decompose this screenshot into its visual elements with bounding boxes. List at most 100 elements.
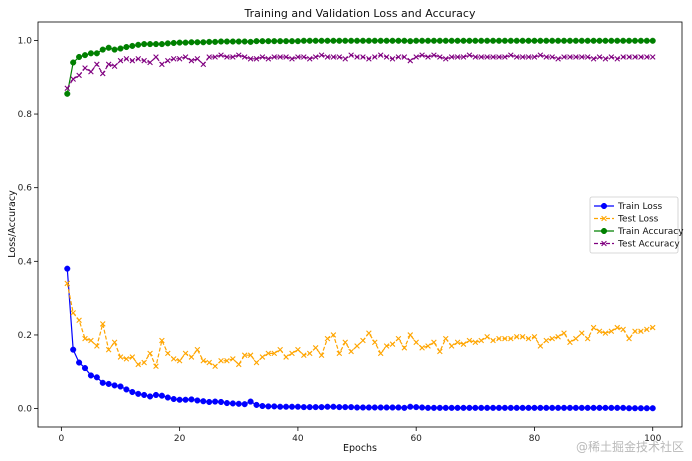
data-point-train-accuracy — [147, 41, 154, 48]
data-point-train-loss — [259, 402, 266, 410]
data-point-test-accuracy — [342, 56, 349, 62]
data-point-test-loss — [584, 335, 591, 342]
data-point-train-accuracy — [70, 59, 77, 66]
data-point-test-loss — [235, 361, 242, 368]
data-point-train-loss — [353, 404, 361, 411]
data-point-test-loss — [555, 334, 561, 340]
data-point-train-accuracy — [413, 37, 420, 44]
data-point-train-loss — [294, 403, 301, 410]
data-point-test-loss — [549, 335, 555, 342]
data-point-test-accuracy — [466, 52, 473, 58]
data-point-train-accuracy — [626, 37, 633, 44]
data-point-train-accuracy — [478, 37, 485, 44]
data-point-test-accuracy — [490, 54, 496, 60]
data-point-test-accuracy — [366, 56, 372, 62]
data-point-train-accuracy — [543, 37, 550, 44]
data-point-train-loss — [507, 404, 514, 411]
data-point-train-loss — [407, 403, 414, 410]
data-point-test-accuracy — [259, 54, 266, 60]
data-point-train-loss — [111, 382, 118, 389]
data-point-test-accuracy — [525, 54, 532, 60]
data-point-train-loss — [484, 404, 491, 411]
data-point-test-loss — [336, 350, 343, 357]
chart-title: Training and Validation Loss and Accurac… — [244, 7, 476, 20]
data-point-test-accuracy — [478, 54, 485, 60]
data-point-train-accuracy — [365, 37, 372, 44]
data-point-train-loss — [70, 346, 77, 353]
data-point-train-accuracy — [419, 37, 426, 44]
data-point-train-loss — [584, 404, 591, 411]
data-point-test-loss — [413, 339, 419, 346]
data-point-test-accuracy — [283, 54, 289, 60]
data-point-train-loss — [152, 391, 160, 399]
data-point-train-accuracy — [170, 39, 177, 47]
data-point-train-loss — [235, 400, 242, 407]
x-tick-label: 20 — [174, 434, 186, 444]
data-point-train-loss — [223, 400, 230, 407]
data-point-train-accuracy — [430, 37, 437, 44]
data-point-test-loss — [312, 345, 319, 351]
series-line-test-loss — [66, 283, 653, 369]
data-point-train-accuracy — [359, 37, 367, 44]
data-point-test-accuracy — [253, 56, 260, 62]
data-point-test-accuracy — [76, 72, 82, 79]
data-point-test-loss — [301, 352, 307, 358]
data-point-train-loss — [460, 404, 467, 411]
data-point-test-loss — [602, 330, 609, 336]
data-point-test-loss — [354, 343, 360, 349]
data-point-test-loss — [590, 324, 597, 331]
data-point-train-accuracy — [312, 37, 319, 44]
data-point-train-loss — [247, 398, 254, 405]
data-point-test-accuracy — [584, 54, 591, 60]
data-point-train-accuracy — [259, 38, 266, 45]
data-point-train-accuracy — [519, 37, 526, 44]
data-point-test-loss — [437, 348, 443, 355]
data-point-test-accuracy — [200, 61, 207, 68]
data-point-test-loss — [425, 343, 431, 349]
data-point-test-loss — [170, 356, 177, 362]
data-point-test-loss — [649, 324, 656, 331]
data-point-train-accuracy — [614, 37, 621, 44]
data-point-train-loss — [87, 372, 94, 379]
data-point-train-accuracy — [81, 52, 89, 59]
data-point-train-loss — [578, 404, 585, 411]
data-point-test-loss — [484, 334, 490, 340]
data-point-test-loss — [230, 356, 236, 362]
data-point-train-loss — [436, 404, 443, 411]
data-point-test-loss — [82, 335, 88, 342]
data-point-train-accuracy — [602, 37, 609, 44]
data-point-test-accuracy — [454, 54, 461, 60]
data-point-train-accuracy — [549, 37, 556, 44]
data-point-train-loss — [117, 383, 124, 390]
data-point-test-accuracy — [212, 54, 218, 60]
data-point-test-accuracy — [555, 56, 561, 62]
data-point-train-accuracy — [501, 37, 508, 44]
data-point-train-accuracy — [484, 37, 491, 44]
data-point-test-accuracy — [543, 54, 550, 60]
data-point-train-accuracy — [164, 40, 171, 47]
data-point-train-accuracy — [649, 37, 656, 44]
legend-marker-train-loss — [600, 202, 608, 210]
data-point-train-loss — [164, 394, 171, 401]
data-point-test-accuracy — [224, 54, 230, 60]
data-point-test-accuracy — [277, 54, 283, 60]
data-point-train-accuracy — [578, 37, 585, 44]
data-point-test-accuracy — [626, 54, 632, 60]
data-point-test-loss — [194, 346, 201, 353]
data-point-test-loss — [561, 330, 567, 336]
data-point-train-accuracy — [87, 50, 94, 57]
data-point-test-loss — [431, 339, 437, 346]
data-point-train-loss — [626, 405, 633, 412]
data-point-test-accuracy — [271, 54, 278, 60]
data-point-test-loss — [525, 335, 532, 342]
data-point-test-accuracy — [448, 54, 455, 60]
data-point-train-loss — [330, 403, 337, 410]
data-point-train-loss — [602, 404, 609, 411]
data-point-test-loss — [182, 350, 189, 357]
data-point-test-loss — [123, 356, 130, 362]
data-point-test-loss — [342, 339, 349, 346]
data-point-test-accuracy — [301, 54, 307, 60]
data-point-test-accuracy — [401, 54, 408, 60]
data-point-train-accuracy — [253, 38, 260, 45]
data-point-train-accuracy — [348, 37, 355, 44]
